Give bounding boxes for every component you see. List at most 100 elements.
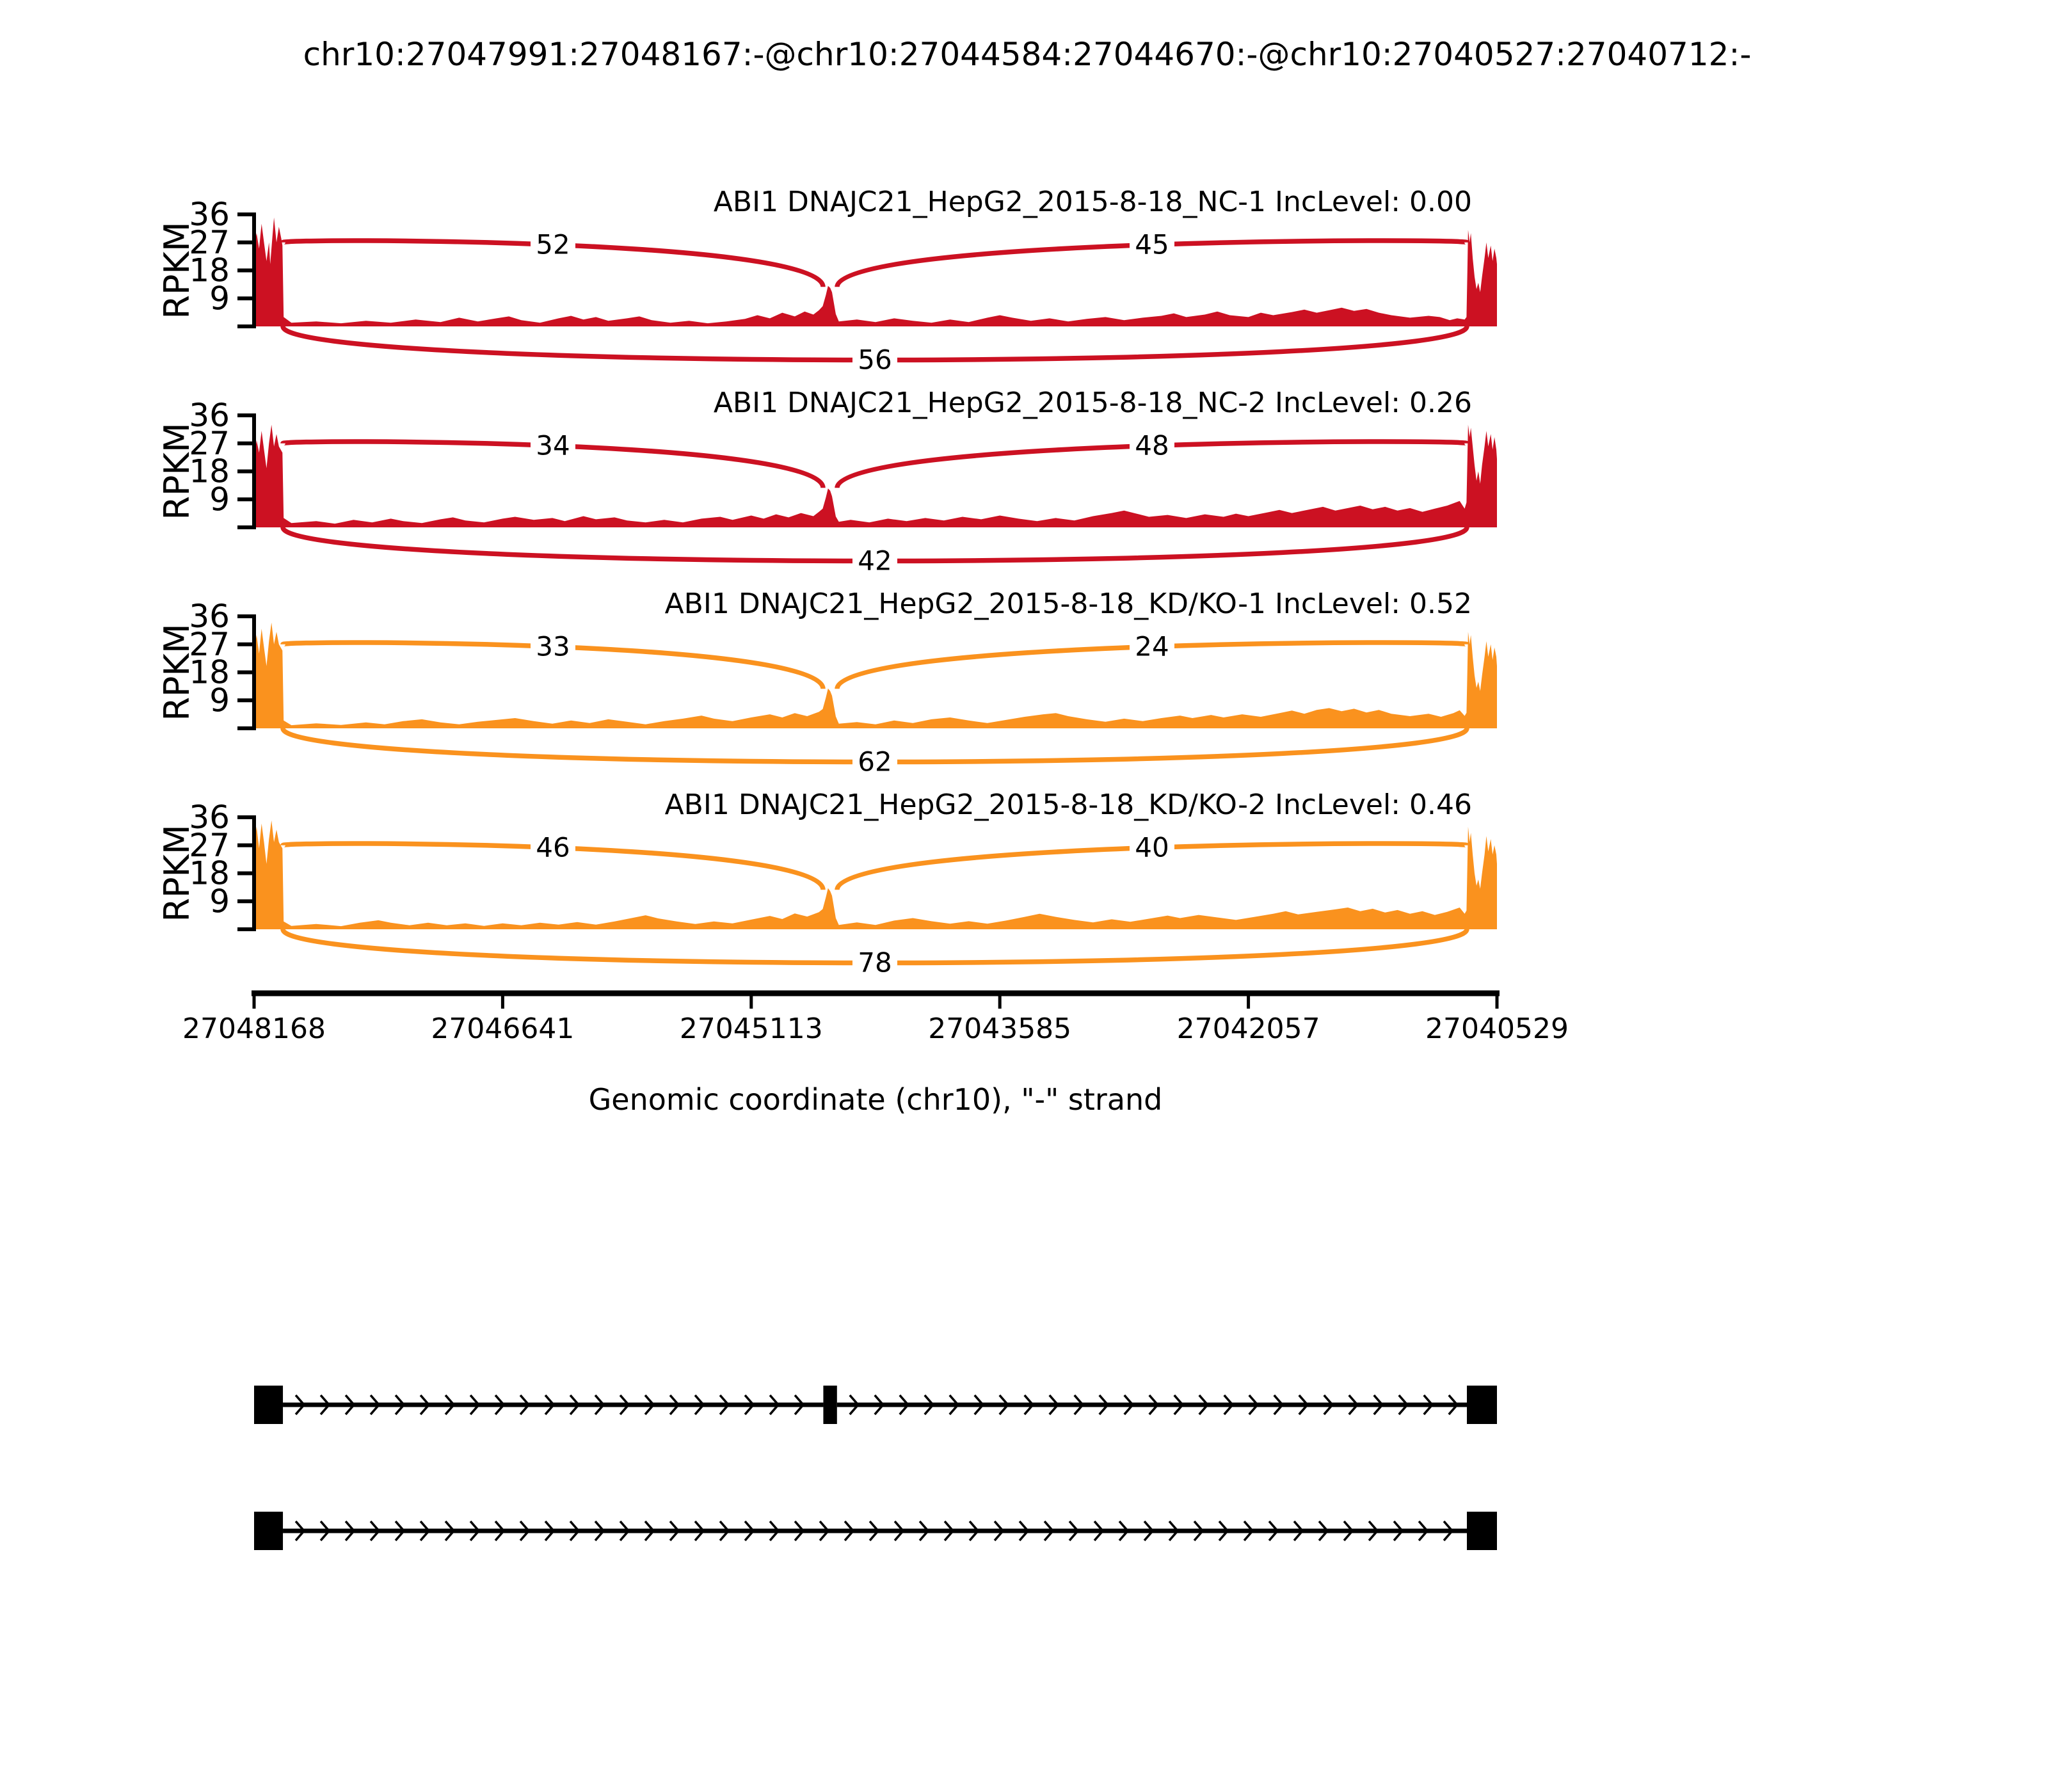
strand-arrow-icon: [319, 1394, 331, 1416]
coverage-area: [254, 217, 1497, 326]
junction-count-gap: [852, 343, 897, 376]
strand-arrow-icon: [644, 1394, 655, 1416]
strand-arrow-icon: [1043, 1520, 1055, 1542]
strand-arrow-icon: [943, 1520, 955, 1542]
junction-count-downstream: 48: [1135, 430, 1169, 461]
y-axis-title-rpkm: RPKM: [157, 422, 197, 520]
strand-arrow-icon: [319, 1520, 331, 1542]
strand-arrow-icon: [868, 1520, 880, 1542]
junction-count-gap: [852, 544, 897, 577]
strand-arrow-icon: [948, 1394, 960, 1416]
strand-arrow-icon: [294, 1394, 306, 1416]
strand-arrow-icon: [1418, 1520, 1429, 1542]
strand-arrow-icon: [419, 1394, 431, 1416]
junction-count-downstream: 40: [1135, 832, 1169, 863]
strand-arrow-icon: [1393, 1520, 1404, 1542]
y-tick-label: 18: [189, 453, 230, 490]
exon-box: [254, 1512, 284, 1550]
x-tick-label: 27048168: [182, 1012, 326, 1045]
strand-arrow-icon: [369, 1520, 381, 1542]
y-tick-label: 18: [189, 252, 230, 289]
track-header-label: ABI1 DNAJC21_HepG2_2015-8-18_KD/KO-1 Inc…: [665, 588, 1472, 620]
strand-arrow-icon: [1248, 1394, 1260, 1416]
y-tick-label: 36: [189, 799, 230, 836]
strand-arrow-icon: [1123, 1394, 1135, 1416]
strand-arrow-icon: [519, 1394, 531, 1416]
exon-box: [1467, 1512, 1497, 1550]
y-tick-label: 27: [189, 626, 230, 663]
strand-arrow-icon: [594, 1520, 605, 1542]
strand-arrow-icon: [594, 1394, 605, 1416]
junction-count-gap: [531, 831, 575, 864]
y-tick-label: 36: [189, 598, 230, 635]
strand-arrow-icon: [1073, 1394, 1085, 1416]
strand-arrow-icon: [893, 1520, 905, 1542]
junction-count-gap: [1130, 831, 1174, 864]
strand-arrow-icon: [1068, 1520, 1080, 1542]
strand-arrow-icon: [444, 1394, 456, 1416]
x-tick-label: 27042057: [1177, 1012, 1320, 1045]
strand-arrow-icon: [519, 1520, 531, 1542]
strand-arrow-icon: [469, 1520, 481, 1542]
strand-arrow-icon: [1243, 1520, 1254, 1542]
exon-box: [823, 1386, 837, 1424]
strand-arrow-icon: [918, 1520, 930, 1542]
strand-arrow-icon: [819, 1520, 830, 1542]
strand-arrow-icon: [494, 1394, 506, 1416]
strand-arrow-icon: [1273, 1394, 1284, 1416]
strand-arrow-icon: [1223, 1394, 1235, 1416]
strand-arrow-icon: [794, 1520, 805, 1542]
strand-arrow-icon: [1348, 1394, 1359, 1416]
strand-arrow-icon: [569, 1520, 580, 1542]
track-header-label: ABI1 DNAJC21_HepG2_2015-8-18_NC-1 IncLev…: [714, 186, 1472, 218]
junction-count-gap: [1130, 630, 1174, 663]
y-tick-label: 9: [209, 682, 230, 719]
coverage-area: [254, 820, 1497, 929]
y-tick-label: 18: [189, 654, 230, 691]
strand-arrow-icon: [1318, 1520, 1329, 1542]
strand-arrow-icon: [344, 1520, 356, 1542]
y-tick-label: 36: [189, 397, 230, 434]
strand-arrow-icon: [1048, 1394, 1060, 1416]
y-tick-label: 27: [189, 827, 230, 864]
strand-arrow-icon: [419, 1520, 431, 1542]
strand-arrow-icon: [1368, 1520, 1379, 1542]
strand-arrow-icon: [1018, 1520, 1030, 1542]
transcript-row-inclusion-isoform: [254, 1386, 1497, 1424]
strand-arrow-icon: [1268, 1520, 1279, 1542]
strand-arrow-icon: [1168, 1520, 1180, 1542]
strand-arrow-icon: [968, 1520, 980, 1542]
strand-arrow-icon: [924, 1394, 935, 1416]
strand-arrow-icon: [344, 1394, 356, 1416]
strand-arrow-icon: [694, 1520, 705, 1542]
strand-arrow-icon: [394, 1394, 406, 1416]
strand-arrow-icon: [1443, 1520, 1454, 1542]
x-tick-label: 27046641: [431, 1012, 574, 1045]
y-axis-title-rpkm: RPKM: [157, 623, 197, 721]
strand-arrow-icon: [644, 1520, 655, 1542]
junction-count-gap: [531, 429, 575, 462]
junction-count-gap: [852, 745, 897, 778]
transcript-row-skipping-isoform: [254, 1512, 1497, 1550]
strand-arrow-icon: [444, 1520, 456, 1542]
strand-arrow-icon: [394, 1520, 406, 1542]
x-tick-label: 27045113: [680, 1012, 823, 1045]
strand-arrow-icon: [1173, 1394, 1185, 1416]
strand-arrow-icon: [993, 1520, 1005, 1542]
strand-arrow-icon: [294, 1520, 306, 1542]
strand-arrow-icon: [669, 1394, 680, 1416]
junction-count-gap: [1130, 429, 1174, 462]
junction-count-skip: 42: [858, 545, 892, 577]
strand-arrow-icon: [469, 1394, 481, 1416]
exon-box: [254, 1386, 284, 1424]
strand-arrow-icon: [769, 1520, 780, 1542]
strand-arrow-icon: [1148, 1394, 1160, 1416]
junction-count-upstream: 52: [536, 229, 570, 260]
strand-arrow-icon: [669, 1520, 680, 1542]
strand-arrow-icon: [973, 1394, 985, 1416]
y-tick-label: 27: [189, 425, 230, 462]
strand-arrow-icon: [369, 1394, 381, 1416]
y-tick-label: 18: [189, 855, 230, 892]
